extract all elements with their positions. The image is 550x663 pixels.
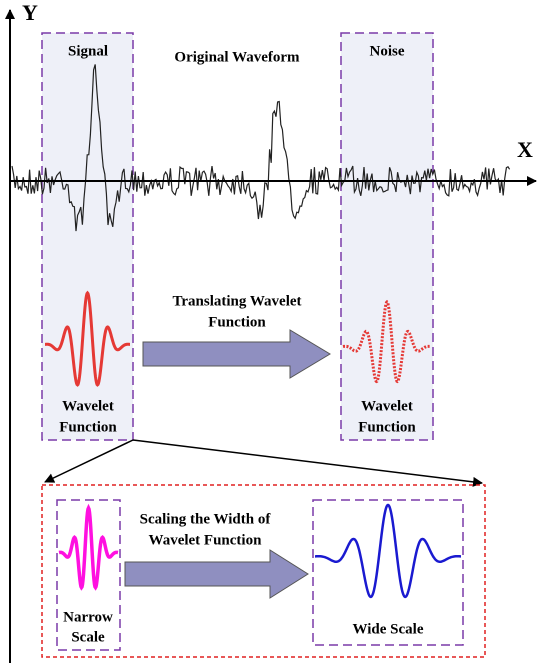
scale-label: Wavelet Function bbox=[149, 532, 263, 548]
wavelet-curve bbox=[45, 290, 130, 387]
narrow-label: Scale bbox=[71, 629, 105, 645]
zoom-line bbox=[44, 439, 134, 483]
translate-label: Function bbox=[208, 314, 266, 330]
wavelet-label: Wavelet bbox=[361, 398, 413, 414]
y-axis-label: Y bbox=[22, 0, 38, 25]
translate-label: Translating Wavelet bbox=[172, 293, 301, 309]
wavelet-label: Function bbox=[59, 419, 117, 435]
scale-label: Scaling the Width of bbox=[140, 511, 272, 527]
scale-panel bbox=[41, 484, 486, 658]
wavelet-label: Function bbox=[358, 419, 416, 435]
wide-box bbox=[312, 499, 464, 646]
zoom-line bbox=[132, 439, 483, 487]
wavelet-curve bbox=[58, 503, 119, 591]
wavelet-curve bbox=[342, 299, 432, 384]
signal-box bbox=[41, 32, 134, 441]
waveform-line bbox=[11, 64, 511, 232]
wavelets bbox=[45, 290, 461, 599]
narrow-label: Narrow bbox=[63, 609, 113, 625]
waveform bbox=[11, 64, 511, 232]
narrow-box bbox=[56, 499, 121, 651]
noise-box bbox=[340, 32, 434, 441]
wavelet-curve bbox=[315, 503, 461, 599]
translate-arrow bbox=[142, 329, 331, 379]
waveform-title: Original Waveform bbox=[174, 49, 300, 65]
signal-label: Signal bbox=[68, 43, 108, 59]
wide-label: Wide Scale bbox=[353, 621, 424, 637]
x-axis-label: X bbox=[517, 137, 533, 162]
scale-arrow bbox=[124, 549, 309, 599]
noise-label: Noise bbox=[370, 43, 405, 59]
wavelet-label: Wavelet bbox=[62, 398, 114, 414]
